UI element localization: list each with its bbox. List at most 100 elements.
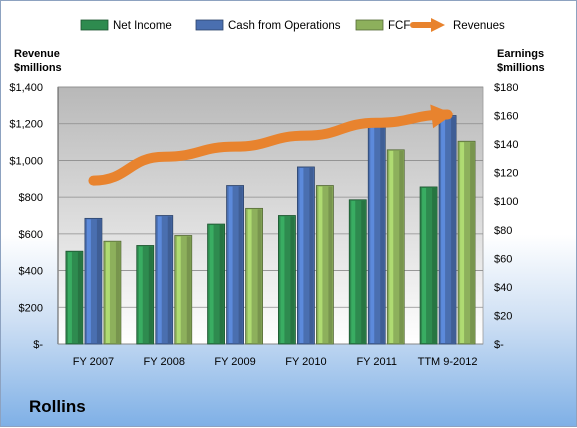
plot-background xyxy=(57,86,484,345)
revenue-arrowhead xyxy=(430,104,454,129)
x-tick-label: FY 2007 xyxy=(73,356,114,368)
right-tick-label: $40 xyxy=(494,282,512,294)
bar-net-income xyxy=(65,250,84,345)
gridlines xyxy=(58,86,483,308)
right-tick-label: $160 xyxy=(494,111,518,123)
bar-shadow xyxy=(290,216,295,343)
bar-highlight xyxy=(247,209,252,343)
left-axis-title: $millions xyxy=(14,62,62,74)
right-tick-label: $20 xyxy=(494,310,512,322)
bar-highlight xyxy=(228,186,233,343)
x-tick-label: FY 2008 xyxy=(144,356,185,368)
bar-highlight xyxy=(318,186,323,343)
bar-shadow xyxy=(451,116,456,343)
legend-label: Revenues xyxy=(453,20,505,32)
x-tick-label: TTM 9-2012 xyxy=(418,356,478,368)
bar-highlight xyxy=(176,236,181,343)
bar-cash-from-operations xyxy=(155,215,174,345)
left-tick-label: $- xyxy=(33,339,43,351)
legend: Net Income Cash from Operations FCF Revenue… xyxy=(80,18,505,32)
x-tick-label: FY 2009 xyxy=(214,356,255,368)
bar-shadow xyxy=(96,219,101,343)
bar-cash-from-operations xyxy=(297,166,315,345)
bar-highlight xyxy=(370,125,375,343)
company-name: Rollins xyxy=(29,397,86,416)
bar-net-income xyxy=(348,199,367,345)
bar-shadow xyxy=(115,242,120,343)
bar-highlight xyxy=(209,225,214,343)
left-tick-label: $1,200 xyxy=(9,119,43,131)
bar-shadow xyxy=(432,187,437,343)
bar-shadow xyxy=(328,186,333,343)
right-axis-title: Earnings xyxy=(497,48,544,60)
bar-highlight xyxy=(105,242,110,343)
right-tick-label: $140 xyxy=(494,139,518,151)
bar-fcf xyxy=(174,235,193,345)
bar-fcf xyxy=(386,149,405,345)
left-tick-label: $1,400 xyxy=(9,82,43,94)
bar-highlight xyxy=(351,200,356,343)
bar-shadow xyxy=(167,216,172,343)
bar-net-income xyxy=(207,223,225,345)
right-tick-label: $100 xyxy=(494,196,518,208)
revenue-line xyxy=(88,104,454,186)
bar-highlight xyxy=(138,246,143,343)
bar-highlight xyxy=(389,150,394,343)
axis-titles: Revenue $millions Earnings $millions xyxy=(14,48,545,74)
right-axis-title: $millions xyxy=(497,62,545,74)
left-axis-title: Revenue xyxy=(14,48,60,60)
legend-item: Net Income xyxy=(80,19,172,32)
bar-cash-from-operations xyxy=(367,123,386,345)
bar-cash-from-operations xyxy=(84,217,103,345)
right-tick-label: $60 xyxy=(494,253,512,265)
bar-highlight xyxy=(299,167,304,343)
right-tick-label: $- xyxy=(494,339,504,351)
bar-cash-from-operations xyxy=(438,115,457,345)
bar-shadow xyxy=(219,225,224,343)
left-tick-label: $600 xyxy=(19,229,43,241)
bar-shadow xyxy=(238,186,243,343)
right-tick-label: $180 xyxy=(494,82,518,94)
legend-swatch xyxy=(195,19,224,31)
bar-highlight xyxy=(86,219,91,343)
bar-fcf xyxy=(457,140,476,345)
bar-fcf xyxy=(245,207,263,345)
legend-label: Cash from Operations xyxy=(228,20,341,32)
bar-fcf xyxy=(103,240,122,345)
left-tick-label: $200 xyxy=(19,302,43,314)
revenue-line-path xyxy=(88,109,453,186)
bar-highlight xyxy=(422,187,427,343)
left-tick-label: $800 xyxy=(19,192,43,204)
plot-area xyxy=(57,86,484,345)
bar-highlight xyxy=(460,142,465,343)
bar-net-income xyxy=(419,186,438,345)
bar-highlight xyxy=(280,216,285,343)
bar-highlight xyxy=(157,216,162,343)
bar-fcf xyxy=(316,185,334,345)
bar-cash-from-operations xyxy=(226,185,244,345)
right-tick-label: $120 xyxy=(494,168,518,180)
bar-shadow xyxy=(148,246,153,343)
bar-shadow xyxy=(309,167,314,343)
legend-item: Cash from Operations xyxy=(195,19,341,32)
legend-item: FCF xyxy=(355,19,410,32)
legend-swatch xyxy=(80,19,109,31)
legend-label: FCF xyxy=(388,20,410,32)
left-tick-label: $1,000 xyxy=(9,155,43,167)
tick-labels: FY 2007 FY 2008 FY 2009 FY 2010 FY 2011 TTM 9… xyxy=(9,82,518,368)
bar-net-income xyxy=(136,245,155,345)
right-tick-label: $80 xyxy=(494,225,512,237)
bar-net-income xyxy=(278,215,296,345)
bar-shadow xyxy=(399,150,404,343)
bar-shadow xyxy=(361,200,366,343)
bar-shadow xyxy=(257,209,262,343)
bar-shadow xyxy=(380,125,385,343)
legend-arrowhead xyxy=(431,18,445,32)
legend-swatch xyxy=(355,19,384,31)
bars xyxy=(65,115,476,345)
x-tick-label: FY 2010 xyxy=(285,356,326,368)
x-tick-label: FY 2011 xyxy=(356,356,397,368)
bar-shadow xyxy=(470,142,475,343)
